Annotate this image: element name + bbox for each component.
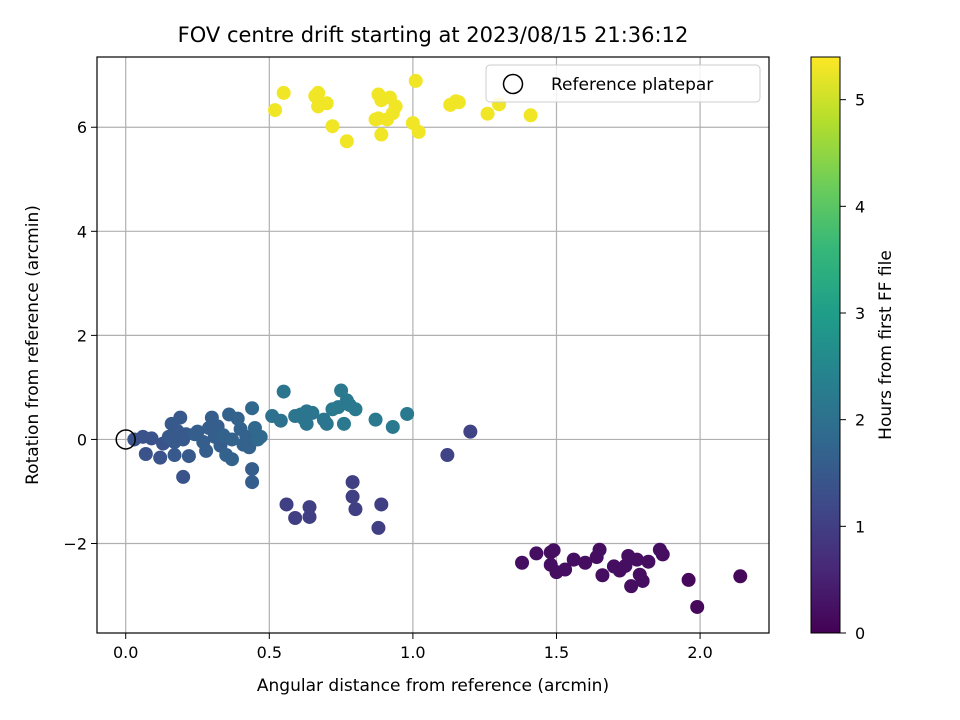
colorbar-tick-label: 3: [855, 304, 865, 323]
x-tick-label: 2.0: [687, 643, 712, 662]
y-axis-ticks: −2 0 2 4 6: [63, 118, 97, 554]
scatter-point: [348, 402, 363, 417]
scatter-point: [339, 134, 354, 149]
scatter-point: [558, 562, 573, 577]
scatter-point: [690, 599, 705, 614]
scatter-point: [655, 547, 670, 562]
legend-entry-reference: Reference platepar: [551, 75, 713, 95]
scatter-point: [224, 432, 239, 447]
scatter-point: [253, 429, 268, 444]
x-axis-ticks: 0.0 0.5 1.0 1.5 2.0: [113, 633, 713, 662]
scatter-point: [153, 450, 168, 465]
scatter-point: [199, 443, 214, 458]
grid: [97, 57, 769, 633]
scatter-point: [276, 85, 291, 100]
scatter-point: [641, 554, 656, 569]
scatter-point: [302, 500, 317, 515]
y-tick-label: 6: [77, 118, 87, 137]
scatter-point: [279, 497, 294, 512]
x-tick-label: 1.0: [400, 643, 425, 662]
y-tick-label: −2: [63, 535, 87, 554]
scatter-point: [385, 419, 400, 434]
colorbar-tick-label: 0: [855, 624, 865, 643]
scatter-point: [408, 73, 423, 88]
y-tick-label: 0: [77, 430, 87, 449]
x-tick-label: 0.5: [257, 643, 282, 662]
y-tick-label: 2: [77, 326, 87, 345]
scatter-point: [268, 103, 283, 118]
scatter-point: [181, 449, 196, 464]
scatter-point: [319, 416, 334, 431]
reference-layer: [115, 429, 136, 450]
scatter-point: [546, 543, 561, 558]
scatter-points: [127, 73, 748, 614]
scatter-point: [336, 416, 351, 431]
scatter-point: [515, 555, 530, 570]
scatter-point: [388, 99, 403, 114]
scatter-point: [635, 573, 650, 588]
colorbar-tick-label: 1: [855, 517, 865, 536]
scatter-point: [144, 431, 159, 446]
chart-title: FOV centre drift starting at 2023/08/15 …: [178, 23, 689, 47]
scatter-point: [681, 572, 696, 587]
scatter-point: [411, 124, 426, 139]
reference-platepar-marker: [115, 429, 136, 450]
scatter-point: [480, 106, 495, 121]
scatter-point: [224, 452, 239, 467]
legend-box: [485, 64, 761, 103]
scatter-point: [578, 555, 593, 570]
scatter-point: [245, 475, 260, 490]
x-axis-label: Angular distance from reference (arcmin): [257, 676, 609, 696]
scatter-point: [273, 413, 288, 428]
scatter-point: [566, 552, 581, 567]
x-tick-label: 0.0: [113, 643, 138, 662]
scatter-point: [523, 108, 538, 123]
colorbar-label: Hours from first FF file: [876, 250, 896, 440]
x-tick-label: 1.5: [544, 643, 569, 662]
y-axis-label: Rotation from reference (arcmin): [23, 205, 43, 485]
legend-reference-marker: [502, 73, 524, 95]
scatter-point: [374, 497, 389, 512]
scatter-point: [440, 448, 455, 463]
scatter-point: [302, 509, 317, 524]
legend: Reference platepar: [485, 64, 761, 103]
scatter-point: [529, 546, 544, 561]
scatter-point: [400, 406, 415, 421]
scatter-point: [288, 511, 303, 526]
scatter-point: [245, 401, 260, 416]
scatter-point: [173, 410, 188, 425]
scatter-point: [463, 424, 478, 439]
scatter-point: [624, 579, 639, 594]
scatter-point: [325, 119, 340, 134]
scatter-point: [629, 552, 644, 567]
scatter-point: [345, 475, 360, 490]
colorbar-tick-label: 5: [855, 91, 865, 110]
scatter-point: [299, 416, 314, 431]
scatter-point: [176, 469, 191, 484]
scatter-point: [368, 412, 383, 427]
scatter-point: [374, 127, 389, 142]
scatter-point: [371, 520, 386, 535]
scatter-point: [319, 96, 334, 111]
colorbar-tick-label: 4: [855, 197, 865, 216]
scatter-point: [276, 384, 291, 399]
colorbar: [810, 56, 841, 634]
scatter-point: [595, 568, 610, 583]
plot-area-frame: [96, 56, 770, 634]
y-tick-label: 4: [77, 222, 87, 241]
scatter-point: [451, 95, 466, 110]
scatter-point: [245, 462, 260, 477]
scatter-point: [305, 405, 320, 420]
colorbar-ticks: 0 1 2 3 4 5: [840, 91, 865, 643]
scatter-point: [592, 542, 607, 557]
colorbar-tick-label: 2: [855, 411, 865, 430]
scatter-point: [345, 489, 360, 504]
scatter-point: [733, 569, 748, 584]
scatter-point: [348, 502, 363, 517]
scatter-point: [311, 85, 326, 100]
scatter-point: [190, 424, 205, 439]
scatter-point: [167, 448, 182, 463]
scatter-point: [138, 447, 153, 462]
